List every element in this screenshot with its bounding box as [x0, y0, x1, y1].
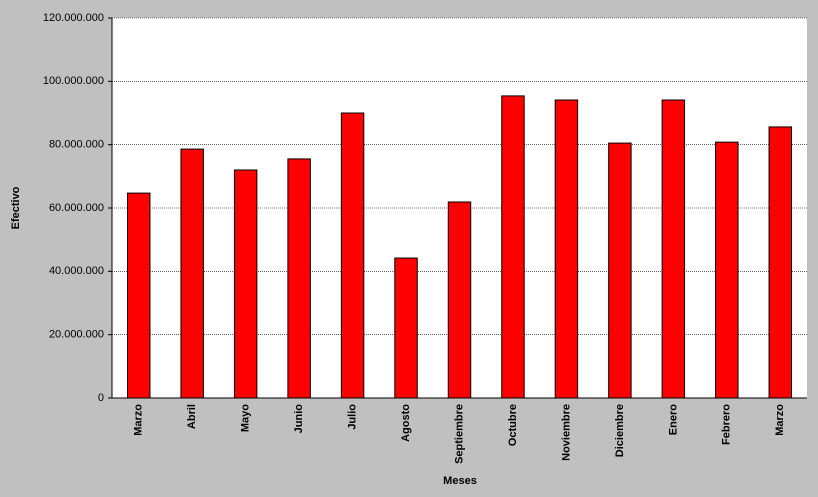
x-tick-label: Julio	[346, 404, 358, 430]
x-tick-label: Diciembre	[614, 404, 626, 457]
x-tick-label: Marzo	[133, 404, 145, 436]
y-tick-label: 20.000.000	[49, 329, 104, 341]
x-tick-label: Enero	[667, 404, 679, 435]
x-tick-label: Marzo	[774, 404, 786, 436]
bar	[233, 169, 258, 399]
bar	[715, 141, 739, 399]
bar	[501, 95, 525, 399]
x-tick-label: Agosto	[400, 404, 412, 442]
y-tick-label: 60.000.000	[49, 202, 104, 214]
y-tick-label: 40.000.000	[49, 265, 104, 277]
y-tick-label: 100.000.000	[43, 75, 104, 87]
x-tick-label: Septiembre	[453, 404, 465, 464]
y-tick-label: 120.000.000	[43, 12, 104, 24]
bar	[608, 142, 632, 399]
x-tick-label: Mayo	[240, 404, 252, 432]
bar	[661, 99, 686, 399]
bar	[180, 148, 204, 399]
y-tick-label: 80.000.000	[49, 139, 104, 151]
x-tick-label: Junio	[293, 404, 305, 434]
bar	[768, 126, 792, 399]
y-tick-label: 0	[98, 392, 104, 404]
bar	[394, 257, 418, 399]
bar	[447, 201, 472, 399]
bar	[340, 112, 365, 399]
x-tick-label: Noviembre	[560, 404, 572, 461]
x-tick-label: Octubre	[507, 404, 519, 446]
x-tick-label: Abril	[186, 404, 198, 429]
x-axis-title: Meses	[443, 475, 477, 487]
bar	[287, 158, 311, 399]
y-axis-title: Efectivo	[10, 186, 22, 229]
bar	[127, 192, 151, 399]
bar	[554, 99, 579, 399]
x-tick-label: Febrero	[721, 404, 733, 445]
